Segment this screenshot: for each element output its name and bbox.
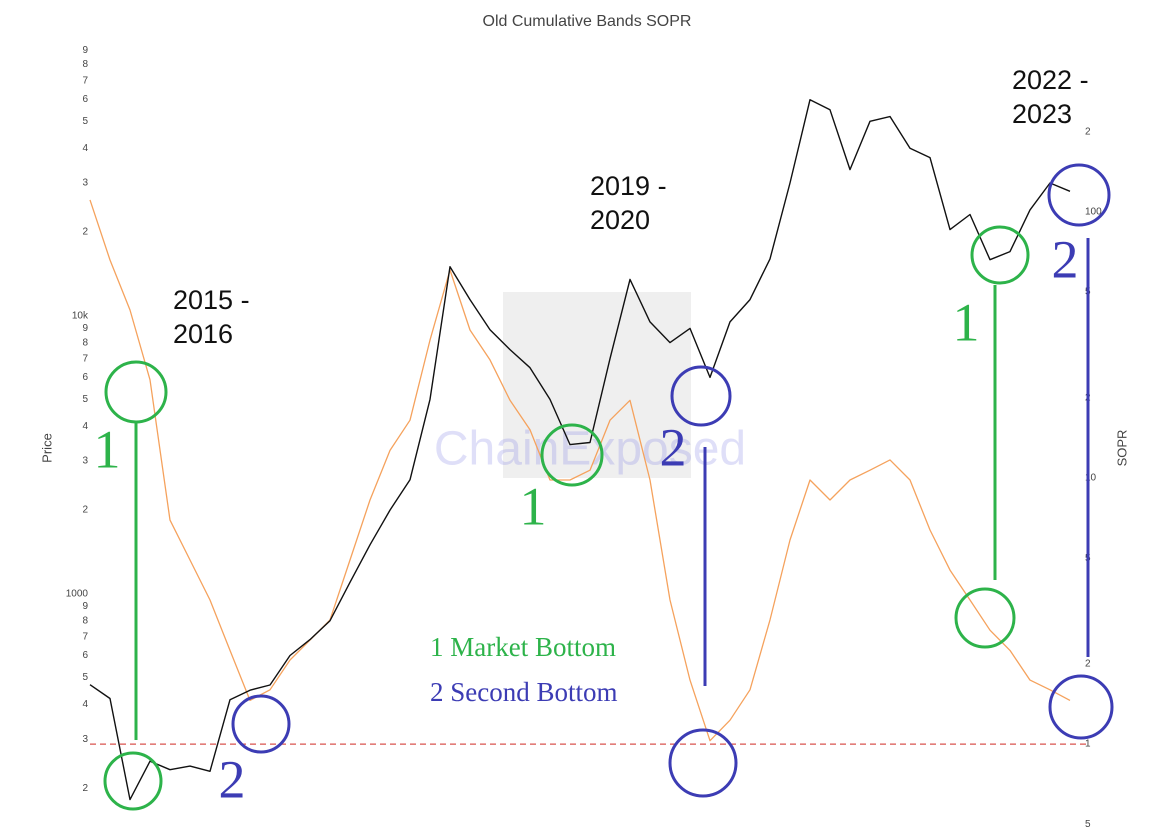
annotation-circle <box>954 587 1016 649</box>
y-tick-label: 6 <box>82 372 88 383</box>
marker-number: 1 <box>94 419 121 479</box>
y2-tick-label: 2 <box>1085 659 1091 670</box>
marker-number: 2 <box>1052 229 1079 289</box>
y-tick-label: 2 <box>82 227 88 238</box>
y-tick-label: 4 <box>82 143 88 154</box>
y2-tick-label: 1 <box>1085 739 1091 750</box>
series-line <box>89 199 1071 742</box>
series-line <box>89 99 1071 801</box>
y-tick-label: 3 <box>82 734 88 745</box>
y-tick-label: 6 <box>82 94 88 105</box>
y-tick-label: 5 <box>82 116 88 127</box>
y-tick-label: 8 <box>82 337 88 348</box>
y2-tick-label: 10 <box>1085 473 1097 484</box>
period-label: 2020 <box>590 205 650 235</box>
legend-entry: 2 Second Bottom <box>430 677 618 707</box>
y2-tick-label: 100 <box>1085 207 1102 218</box>
y-tick-label: 3 <box>82 178 88 189</box>
annotation-circle <box>103 751 163 811</box>
y-tick-label: 7 <box>82 353 88 364</box>
annotation-circle <box>231 694 291 754</box>
y-tick-label: 5 <box>82 672 88 683</box>
annotation-circle <box>1048 674 1114 740</box>
y-tick-label: 2 <box>82 783 88 794</box>
annotation-circle <box>104 360 168 424</box>
marker-number: 1 <box>520 476 547 536</box>
annotation-circle <box>670 365 732 427</box>
y2-tick-label: 2 <box>1085 127 1091 138</box>
y-tick-label: 1000 <box>66 588 89 599</box>
period-label: 2019 - <box>590 171 667 201</box>
period-label: 2023 <box>1012 99 1072 129</box>
annotation-circle <box>1047 163 1111 227</box>
y-tick-label: 8 <box>82 615 88 626</box>
y-tick-label: 9 <box>82 601 88 612</box>
y-tick-label: 3 <box>82 456 88 467</box>
y-tick-label: 6 <box>82 650 88 661</box>
period-label: 2016 <box>173 319 233 349</box>
y-tick-label: 7 <box>82 75 88 86</box>
y-tick-label: 8 <box>82 59 88 70</box>
y-tick-label: 7 <box>82 631 88 642</box>
y-tick-label: 9 <box>82 45 88 56</box>
chart-title: Old Cumulative Bands SOPR <box>483 13 692 30</box>
y2-axis-label: SOPR <box>1114 430 1129 467</box>
annotation-circle <box>668 728 738 798</box>
y-tick-label: 9 <box>82 323 88 334</box>
y-axis-label: Price <box>39 433 54 463</box>
period-label: 2022 - <box>1012 65 1089 95</box>
y-tick-label: 4 <box>82 421 88 432</box>
marker-number: 1 <box>953 292 980 352</box>
y-tick-label: 5 <box>82 394 88 405</box>
y-tick-label: 10k <box>72 310 89 321</box>
period-label: 2015 - <box>173 285 250 315</box>
annotation-circle <box>970 225 1030 285</box>
y-tick-label: 2 <box>82 505 88 516</box>
marker-number: 2 <box>660 417 687 477</box>
watermark-box <box>503 292 691 478</box>
y-tick-label: 4 <box>82 699 88 710</box>
legend-entry: 1 Market Bottom <box>430 632 616 662</box>
marker-number: 2 <box>219 749 246 809</box>
y2-tick-label: 5 <box>1085 819 1091 827</box>
annotation-circle <box>540 423 604 487</box>
